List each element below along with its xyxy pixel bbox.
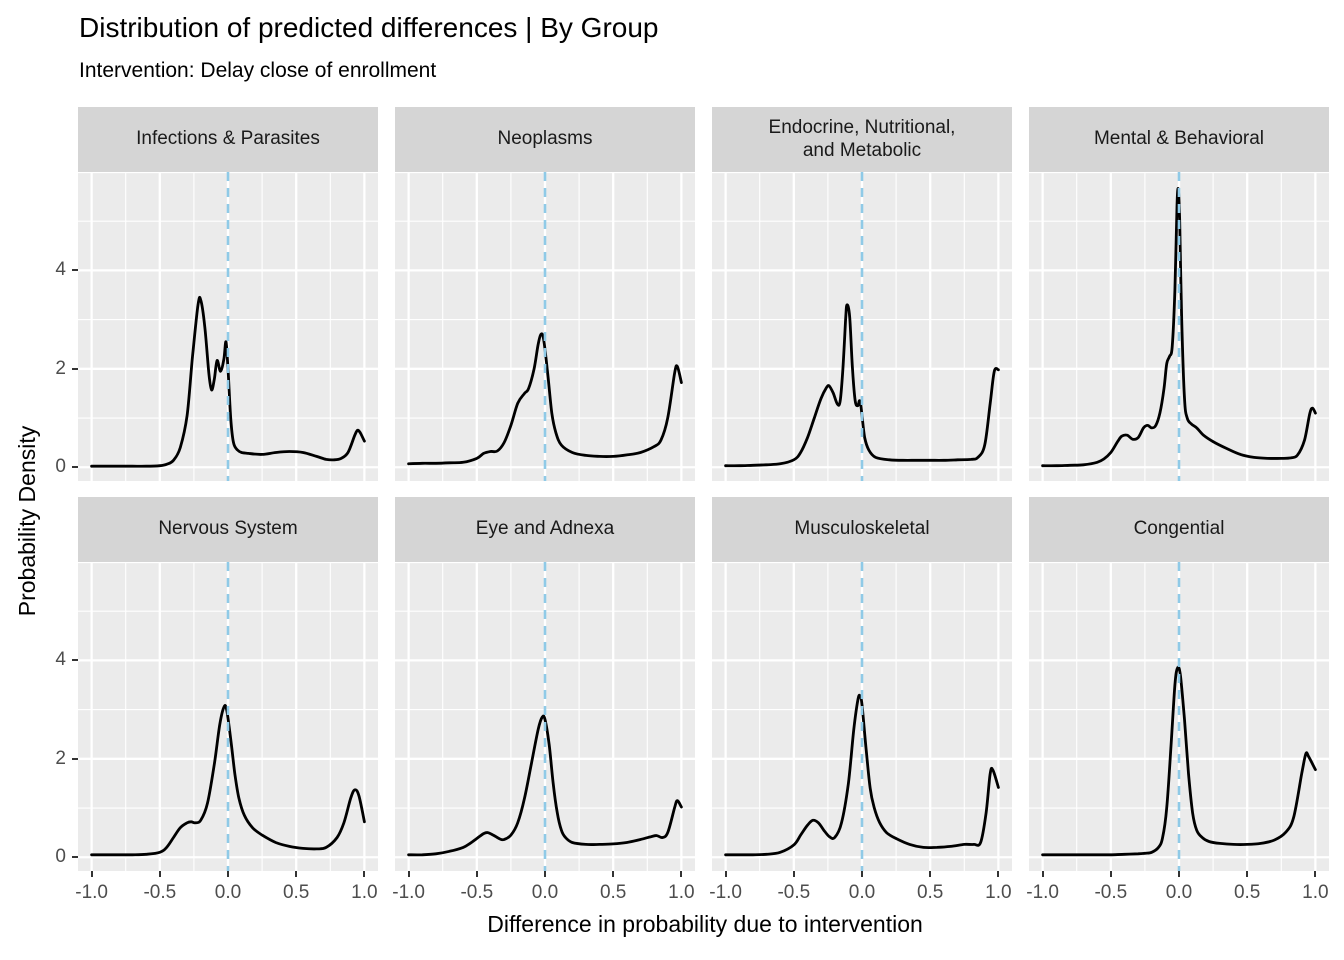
x-axis-tick	[724, 871, 727, 877]
y-tick-label: 4	[55, 259, 66, 281]
density-curve	[1041, 187, 1317, 468]
x-tick-label: -0.5	[460, 882, 494, 903]
x-tick-label: 0.5	[1233, 882, 1261, 903]
x-tick-label: -1.0	[1026, 882, 1059, 903]
x-axis-tick	[407, 871, 410, 877]
y-tick-label: 0	[55, 456, 66, 478]
density-panel	[712, 172, 1012, 481]
facet-strip-label: Endocrine, Nutritional, and Metabolic	[768, 116, 956, 161]
x-axis-tick	[861, 871, 863, 877]
x-axis-tick	[227, 871, 229, 877]
x-tick-label: 0.0	[531, 882, 559, 903]
facet-strip: Congential	[1029, 497, 1329, 562]
y-axis-tick	[72, 659, 78, 662]
x-tick-label: -1.0	[709, 882, 742, 903]
density-panel	[1029, 172, 1329, 481]
x-axis-tick	[680, 871, 683, 877]
x-axis-tick	[612, 871, 615, 877]
density-panel	[712, 562, 1012, 871]
chart-subtitle: Intervention: Delay close of enrollment	[79, 59, 437, 82]
x-axis-tick	[475, 871, 478, 877]
x-tick-label: 1.0	[985, 882, 1012, 903]
facet-strip-label: Nervous System	[158, 518, 298, 540]
x-axis-tick	[792, 871, 795, 877]
x-tick-label: 1.0	[351, 882, 378, 903]
y-axis-tick	[72, 466, 78, 469]
x-axis-tick	[1178, 871, 1180, 877]
density-panel	[78, 562, 378, 871]
facet-strip-label: Musculoskeletal	[794, 518, 930, 540]
x-axis-tick	[1314, 871, 1317, 877]
y-axis-tick	[72, 757, 78, 760]
x-tick-label: 0.5	[599, 882, 627, 903]
x-axis-tick	[1041, 871, 1044, 877]
x-axis-title: Difference in probability due to interve…	[487, 911, 923, 937]
density-panel	[78, 172, 378, 481]
facet-strip: Musculoskeletal	[712, 497, 1012, 562]
gridlines	[1029, 172, 1329, 481]
x-tick-label: -1.0	[392, 882, 425, 903]
density-curve	[407, 714, 683, 857]
x-tick-label: -1.0	[75, 882, 108, 903]
density-curve	[407, 332, 683, 466]
x-tick-label: 0.5	[916, 882, 944, 903]
x-axis-tick	[544, 871, 546, 877]
y-tick-label: 4	[55, 649, 66, 671]
y-tick-label: 0	[55, 846, 66, 868]
x-tick-label: -0.5	[777, 882, 811, 903]
facet-strip: Nervous System	[78, 497, 378, 562]
x-tick-label: 0.0	[1165, 882, 1193, 903]
density-panel	[395, 562, 695, 871]
chart-title: Distribution of predicted differences | …	[79, 12, 659, 43]
density-curve	[724, 303, 1000, 468]
x-tick-label: -0.5	[143, 882, 177, 903]
y-tick-label: 2	[55, 357, 66, 379]
density-curve	[1041, 665, 1317, 857]
x-axis-tick	[363, 871, 366, 877]
facet-strip: Infections & Parasites	[78, 107, 378, 172]
density-panel	[395, 172, 695, 481]
x-axis-tick	[90, 871, 93, 877]
facet-strip: Eye and Adnexa	[395, 497, 695, 562]
facet-strip: Mental & Behavioral	[1029, 107, 1329, 172]
y-tick-label: 2	[55, 747, 66, 769]
x-axis-tick	[997, 871, 1000, 877]
x-tick-label: 0.5	[282, 882, 310, 903]
facet-strip-label: Neoplasms	[497, 128, 593, 150]
y-axis-tick	[72, 856, 78, 859]
x-tick-label: 0.0	[848, 882, 876, 903]
facet-strip: Neoplasms	[395, 107, 695, 172]
x-axis-tick	[1246, 871, 1249, 877]
x-tick-label: 1.0	[1302, 882, 1329, 903]
x-tick-label: 1.0	[668, 882, 695, 903]
x-axis-tick	[295, 871, 298, 877]
y-axis-tick	[72, 269, 78, 272]
x-axis-tick	[158, 871, 161, 877]
density-curve	[90, 295, 366, 468]
x-axis-tick	[929, 871, 932, 877]
gridlines	[78, 562, 378, 871]
facet-strip-label: Eye and Adnexa	[475, 518, 615, 540]
x-tick-label: -0.5	[1094, 882, 1128, 903]
density-panel	[1029, 562, 1329, 871]
facet-strip-label: Congential	[1133, 518, 1225, 540]
x-axis-tick	[1109, 871, 1112, 877]
facet-strip: Endocrine, Nutritional, and Metabolic	[712, 107, 1012, 172]
y-axis-tick	[72, 367, 78, 370]
density-curve	[90, 704, 366, 857]
facet-strip-label: Infections & Parasites	[136, 128, 320, 150]
y-axis-title: Probability Density	[14, 425, 40, 617]
facet-strip-label: Mental & Behavioral	[1093, 128, 1265, 150]
x-tick-label: 0.0	[214, 882, 242, 903]
